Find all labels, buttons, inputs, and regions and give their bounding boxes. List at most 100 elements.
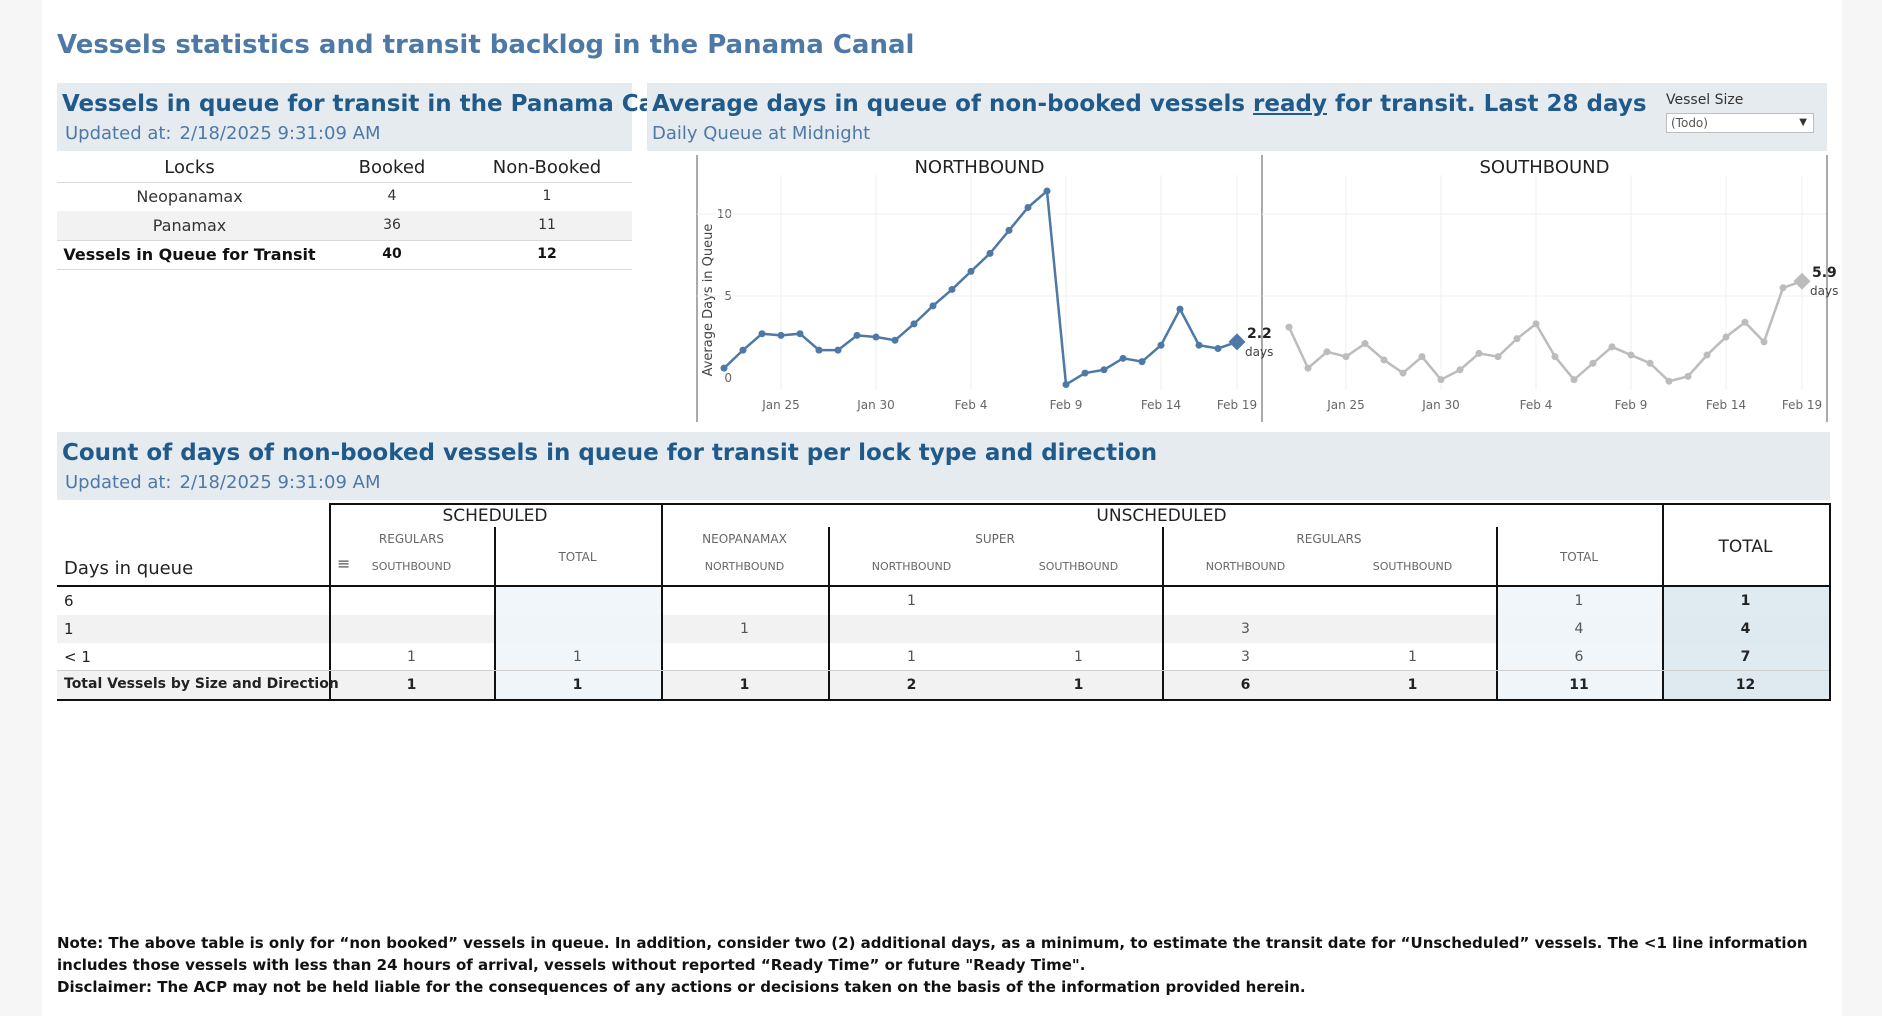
data-point [1494,353,1502,361]
table-cell: 1 [1408,649,1417,665]
row-border [329,503,1829,505]
x-tick-label: Feb 14 [1141,398,1181,412]
series-line-northbound [723,188,1238,387]
x-tick-label: Feb 9 [1615,398,1648,412]
data-point [929,302,937,310]
table-cell: 3 [1241,649,1250,665]
data-point [1760,338,1768,346]
data-point [739,346,747,354]
data-point [1779,284,1787,292]
last-value-unit: days [1810,284,1838,298]
x-tick-label: Feb 19 [1217,398,1257,412]
table-cell: 1 [573,649,582,665]
col-border [1662,503,1664,699]
table-cell: 1 [572,677,583,693]
data-point [1570,376,1578,384]
size-header-neopanamax: NEOPANAMAX [702,532,787,546]
table-cell: 6 [1240,677,1251,693]
data-point [777,331,785,339]
data-point [1665,377,1673,385]
vessel-size-value: (Todo) [1671,116,1708,130]
total-label: Vessels in Queue for Transit [63,245,316,264]
table-cell: 1 [407,649,416,665]
col-border [661,503,663,699]
total-header: TOTAL [1718,537,1773,557]
non-booked-total: 12 [537,246,557,262]
locks-total-row: Vessels in Queue for Transit 40 12 [57,240,632,270]
x-tick-label: Feb 4 [1520,398,1553,412]
data-point [1043,187,1051,195]
data-point [1722,333,1730,341]
data-point [1646,359,1654,367]
data-point [758,330,766,338]
queue-panel-header: Vessels in queue for transit in the Pana… [57,83,694,151]
scheduled-header: SCHEDULED [442,506,548,526]
col-border [1496,527,1498,699]
table-cell: 11 [1569,677,1589,693]
row-label: Total Vessels by Size and Direction [64,676,339,692]
data-point [1741,318,1749,326]
non-booked-count: 11 [538,217,556,233]
dir-header: SOUTHBOUND [1038,560,1119,573]
dir-header: NORTHBOUND [871,560,952,573]
x-tick-label: Feb 14 [1706,398,1746,412]
data-point [986,249,994,257]
data-point [1062,381,1070,389]
data-point [1119,354,1127,362]
data-point [872,333,880,341]
lock-name: Panamax [152,216,227,235]
footer-disclaimer: Disclaimer: The ACP may not be held liab… [57,978,1306,996]
table-cell: 3 [1241,621,1250,637]
table-cell: 1 [1073,677,1084,693]
data-point [1285,323,1293,331]
avg-panel-title: Average days in queue of non-booked vess… [652,91,1647,117]
x-tick-label: Feb 19 [1782,398,1822,412]
data-point [1195,341,1203,349]
data-point [815,346,823,354]
x-tick-label: Jan 30 [856,398,895,412]
row-border [57,585,1831,587]
row-border [57,699,1831,701]
booked-column-header: Booked [358,157,426,178]
vessel-size-label: Vessel Size [1666,92,1744,108]
locks-column-header: Locks [164,157,215,178]
row-label: 1 [64,620,74,638]
table-cell: 1 [1407,677,1418,693]
data-point [1342,353,1350,361]
dashboard: Vessels statistics and transit backlog i… [42,0,1842,1016]
count-panel-title: Count of days of non-booked vessels in q… [62,440,1158,466]
data-point [1005,226,1013,234]
y-axis-label: Average Days in Queue [701,224,716,377]
data-point [1456,366,1464,374]
booked-count: 4 [387,188,397,204]
table-cell: 1 [907,649,916,665]
dir-header: SOUTHBOUND [371,560,452,573]
vessel-size-dropdown[interactable]: (Todo) ▼ [1666,113,1814,133]
data-point [1437,376,1445,384]
data-point [891,336,899,344]
table-cell: 1 [739,677,750,693]
col-border [828,527,830,699]
table-cell: 7 [1740,649,1751,665]
table-cell: 1 [907,593,916,609]
data-point [1608,343,1616,351]
dashboard-title: Vessels statistics and transit backlog i… [57,30,915,60]
table-cell: 12 [1735,677,1756,693]
queue-panel-updated: Updated at: 2/18/2025 9:31:09 AM [65,123,381,144]
data-point [720,364,728,372]
size-header-super: SUPER [975,532,1015,546]
data-point [1157,341,1165,349]
total-column-bg [1662,587,1829,699]
data-point [1551,353,1559,361]
table-cell: 4 [1740,621,1751,637]
data-point [948,285,956,293]
locks-row-panamax: Panamax 36 11 [57,211,632,241]
last-value-label: 5.9 [1812,265,1837,281]
data-point [1361,340,1369,348]
footer-notes: Note: The above table is only for “non b… [57,932,1842,998]
data-point [1513,335,1521,343]
pane-title-southbound: SOUTHBOUND [1480,157,1610,178]
col-border [329,503,331,699]
data-point [967,267,975,275]
